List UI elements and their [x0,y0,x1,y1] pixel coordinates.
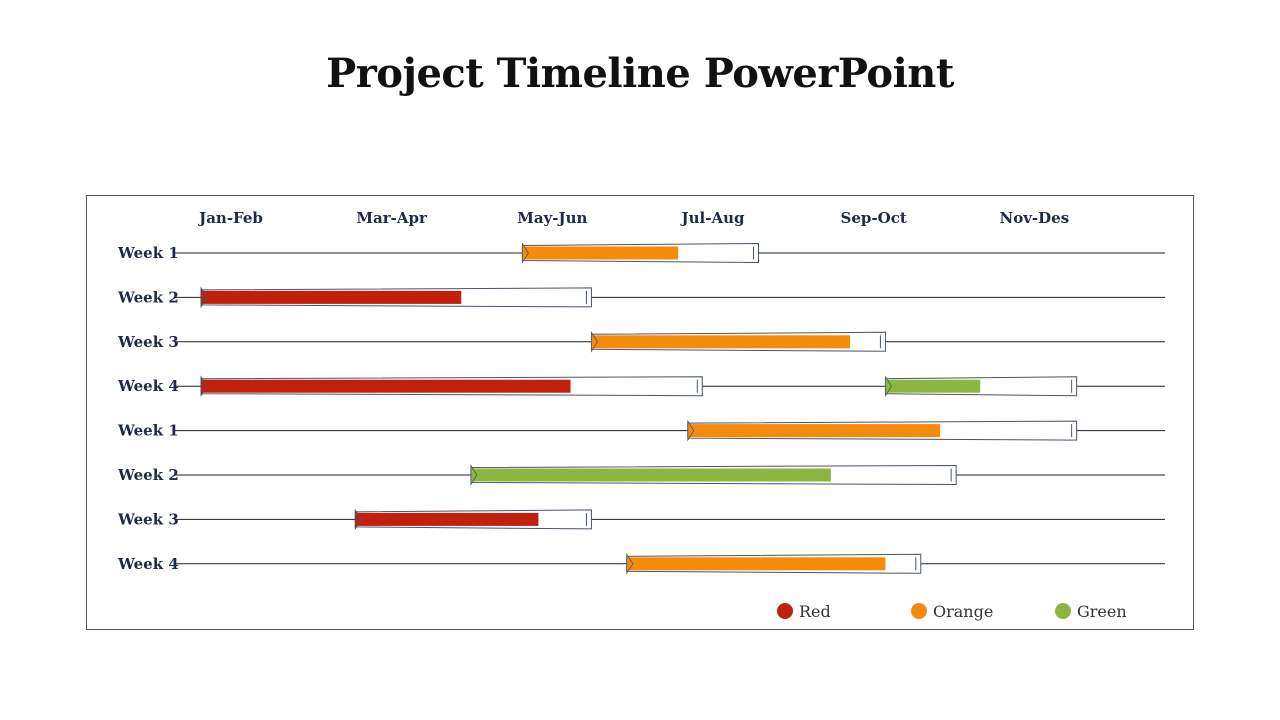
bar-progress [201,379,571,393]
row-label: Week 3 [117,333,179,351]
legend-swatch [911,603,927,619]
bar-progress [522,246,679,260]
page-title: Project Timeline PowerPoint [326,50,954,97]
bar-progress [591,335,851,349]
legend-label: Orange [933,602,993,621]
period-label: May-Jun [517,209,587,227]
period-label: Mar-Apr [356,209,428,227]
row-label: Week 2 [117,466,179,484]
bar-start-marker [521,242,529,264]
legend-swatch [777,603,793,619]
bar-progress [626,557,886,571]
period-label: Sep-Oct [841,209,907,227]
row-label: Week 1 [117,422,179,440]
timeline-frame: Jan-Feb Mar-Apr May-Jun Jul-Aug Sep-Oct Nov-D… [86,195,1194,630]
bar-start-marker [470,464,478,486]
period-label: Jan-Feb [197,209,263,227]
legend-label: Red [799,602,831,621]
row-label: Week 4 [117,377,179,395]
bar-start-marker [885,375,892,398]
period-label: Jul-Aug [680,209,745,227]
legend-label: Green [1077,602,1127,621]
bar-progress [201,290,462,304]
bar-progress [355,512,539,526]
bar-progress [885,379,981,393]
row-label: Week 3 [117,510,179,528]
row-label: Week 2 [117,288,179,306]
row-label: Week 1 [117,244,179,262]
bar-start-marker [200,286,208,309]
bar-progress [687,424,941,438]
legend-swatch [1055,603,1071,619]
bar-progress [470,468,831,482]
bar-start-marker [200,375,208,398]
period-label: Nov-Des [1000,209,1070,227]
bar-start-marker [591,330,598,353]
bar-start-marker [626,552,634,575]
row-label: Week 4 [117,555,179,573]
bar-start-marker [687,419,695,442]
bar-start-marker [354,508,362,531]
timeline-chart: Jan-Feb Mar-Apr May-Jun Jul-Aug Sep-Oct Nov-D… [117,209,1165,621]
